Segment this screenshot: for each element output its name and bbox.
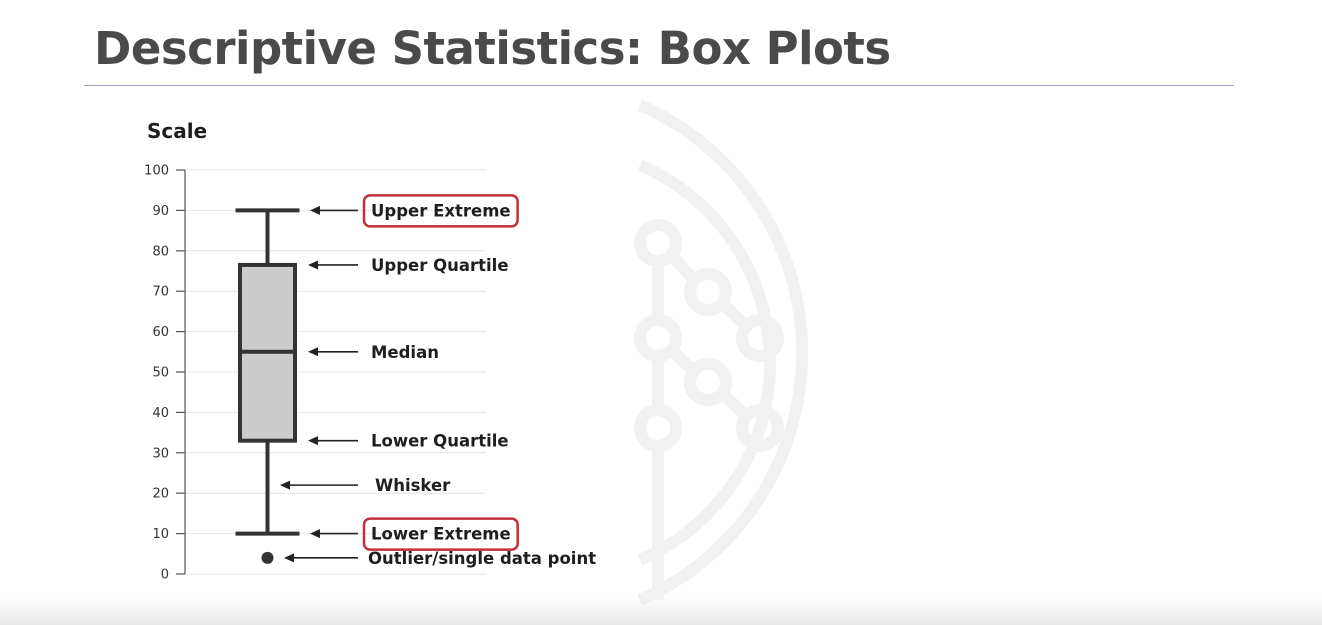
- annotation-label: Median: [371, 343, 439, 362]
- arrow-head-icon: [280, 480, 290, 490]
- arrow-head-icon: [308, 436, 318, 446]
- axis-label: Scale: [147, 119, 207, 143]
- arrow-head-icon: [310, 529, 320, 539]
- tick-label: 0: [161, 568, 169, 583]
- annotation-median: Median: [308, 343, 439, 362]
- annotation-label: Whisker: [375, 476, 451, 495]
- arrow-head-icon: [308, 347, 318, 357]
- annotation-label: Lower Extreme: [371, 525, 511, 544]
- highlight-frame: [362, 194, 519, 228]
- tick-label: 30: [152, 446, 169, 461]
- outlier-point: [261, 551, 274, 564]
- annotation-outlier-single-data-point: Outlier/single data point: [284, 549, 596, 568]
- annotation-upper-quartile: Upper Quartile: [308, 256, 509, 275]
- tick-label: 50: [152, 366, 169, 381]
- tick-label: 80: [152, 244, 169, 259]
- tick-label: 20: [152, 487, 169, 502]
- title-divider: [84, 85, 1234, 86]
- annotation-whisker: Whisker: [280, 476, 451, 495]
- annotation-lower-quartile: Lower Quartile: [308, 432, 509, 451]
- highlight-frame: [362, 517, 519, 551]
- annotation-label: Upper Extreme: [371, 201, 511, 220]
- bottom-shade: [0, 597, 1322, 625]
- tick-label: 10: [152, 527, 169, 542]
- arrow-head-icon: [310, 205, 320, 215]
- tick-label: 90: [152, 204, 169, 219]
- annotation-label: Lower Quartile: [371, 432, 509, 451]
- arrow-head-icon: [284, 553, 294, 563]
- tick-label: 40: [152, 406, 169, 421]
- annotation-label: Outlier/single data point: [368, 549, 596, 568]
- tick-label: 100: [144, 164, 169, 179]
- arrow-head-icon: [308, 260, 318, 270]
- tick-label: 70: [152, 285, 169, 300]
- tick-label: 60: [152, 325, 169, 340]
- annotation-label: Upper Quartile: [371, 256, 509, 275]
- annotation-upper-extreme: Upper Extreme: [310, 194, 519, 228]
- watermark-logo-icon: [634, 99, 809, 606]
- annotation-lower-extreme: Lower Extreme: [310, 517, 519, 551]
- slide-title: Descriptive Statistics: Box Plots: [94, 22, 891, 75]
